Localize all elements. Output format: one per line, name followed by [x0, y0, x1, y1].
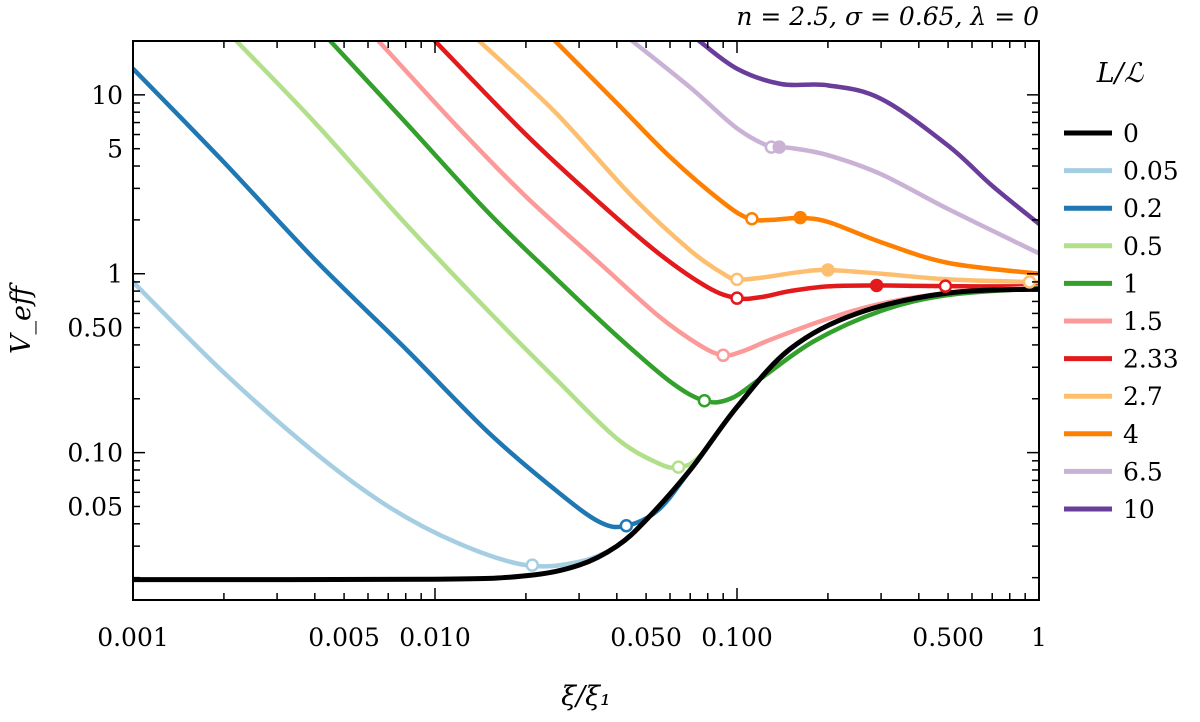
series-line-0.05 — [133, 279, 1039, 569]
series-layer — [133, 41, 1039, 583]
axes: 0.001 0.005 0.010 0.050 0.100 0.500 1 0.05 0.10 0… — [67, 40, 1047, 652]
series-line-0 — [133, 286, 1039, 583]
legend-title: L/ℒ — [1096, 58, 1144, 89]
legend-label-4: 4 — [1123, 420, 1139, 449]
marker-6.5-1 — [772, 140, 786, 154]
legend-label-0.5: 0.5 — [1123, 232, 1163, 261]
x-tick-label: 0.100 — [701, 623, 773, 652]
chart-subtitle: n = 2.5, σ = 0.65, λ = 0 — [736, 2, 1039, 31]
series-line-6.5 — [630, 41, 1039, 256]
marker-2.7-1 — [821, 263, 835, 277]
x-axis-title: ξ/ξ₁ — [561, 681, 611, 712]
series-line-2.33 — [432, 41, 1039, 302]
y-tick-label: 0.50 — [67, 314, 123, 343]
legend: L/ℒ 0 0.05 0.2 0.5 1 1.5 2.33 2.7 4 6.5 10 — [1064, 58, 1179, 524]
marker-4-0 — [745, 211, 759, 226]
series-line-2.7 — [476, 41, 1039, 285]
marker-1-0 — [697, 393, 712, 408]
marker-0.5-0 — [671, 460, 686, 474]
legend-label-6.5: 6.5 — [1123, 457, 1163, 486]
x-tick-label: 1 — [1031, 623, 1047, 652]
series-line-10 — [697, 41, 1039, 227]
y-tick-label: 1 — [107, 260, 123, 289]
x-tick-label: 0.010 — [399, 623, 471, 652]
legend-label-1.5: 1.5 — [1123, 307, 1163, 336]
legend-label-0: 0 — [1123, 119, 1139, 148]
marker-2.7-0 — [730, 272, 744, 287]
x-tick-label: 0.500 — [912, 623, 984, 652]
series-line-1 — [328, 41, 1039, 405]
x-tick-label: 0.005 — [308, 623, 380, 652]
plot-frame — [132, 40, 1040, 601]
marker-0.2-0 — [619, 519, 634, 533]
y-tick-label: 5 — [107, 135, 123, 164]
legend-label-2.7: 2.7 — [1123, 382, 1163, 411]
marker-2.33-0 — [730, 291, 744, 305]
legend-label-2.33: 2.33 — [1123, 345, 1179, 374]
marker-2.33-1 — [869, 278, 884, 293]
marker-4-1 — [793, 210, 808, 225]
y-tick-label: 0.05 — [67, 492, 123, 521]
marker-layer — [525, 140, 1037, 572]
y-axis-title: V_eff — [6, 282, 37, 354]
x-tick-label: 0.001 — [97, 623, 169, 652]
series-line-4 — [552, 41, 1039, 276]
legend-label-10: 10 — [1123, 495, 1155, 524]
marker-1.5-0 — [716, 348, 730, 363]
x-tick-label: 0.050 — [610, 623, 682, 652]
marker-0.05-0 — [525, 558, 540, 572]
legend-label-0.2: 0.2 — [1123, 194, 1163, 223]
legend-label-0.05: 0.05 — [1123, 157, 1179, 186]
marker-2.33-2 — [938, 279, 953, 293]
y-tick-label: 0.10 — [67, 439, 123, 468]
y-tick-label: 10 — [91, 81, 123, 110]
legend-label-1: 1 — [1123, 269, 1139, 298]
